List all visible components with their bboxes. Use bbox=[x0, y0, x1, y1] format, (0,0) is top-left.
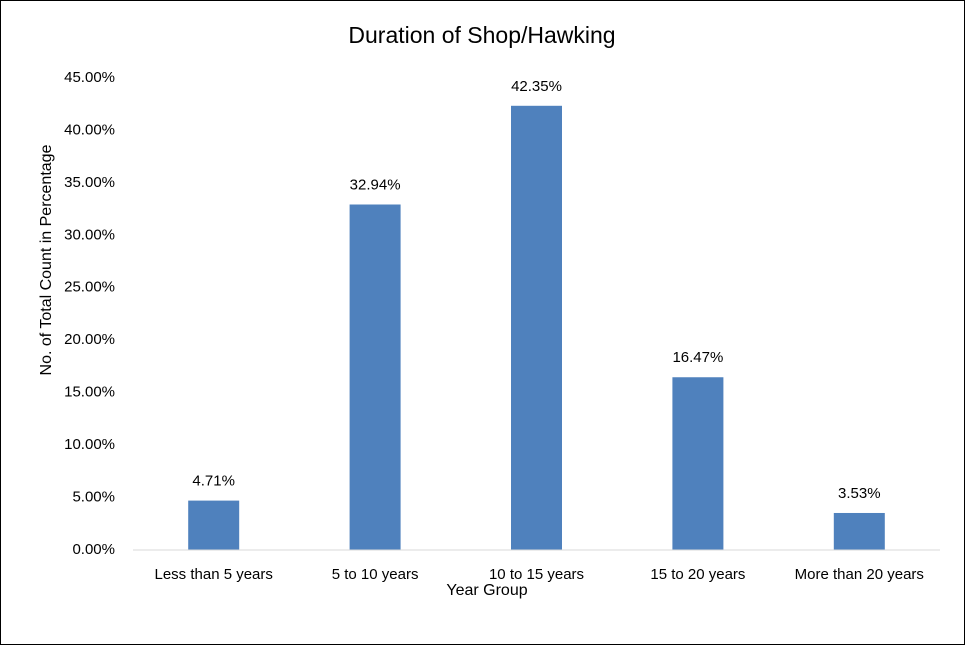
y-tick-label: 15.00% bbox=[64, 384, 115, 401]
bar bbox=[672, 377, 724, 550]
x-tick-label: 15 to 20 years bbox=[650, 566, 745, 583]
y-tick-label: 45.00% bbox=[64, 69, 115, 86]
data-label: 16.47% bbox=[672, 349, 723, 366]
bar bbox=[833, 512, 885, 550]
y-tick-label: 10.00% bbox=[64, 436, 115, 453]
bar bbox=[511, 105, 562, 550]
x-tick-label: Less than 5 years bbox=[154, 566, 272, 583]
x-tick-label: 5 to 10 years bbox=[332, 566, 419, 583]
y-tick-label: 0.00% bbox=[72, 541, 115, 558]
chart-title: Duration of Shop/Hawking bbox=[348, 22, 615, 48]
data-label: 4.71% bbox=[192, 473, 235, 490]
bar bbox=[188, 500, 240, 550]
y-tick-label: 40.00% bbox=[64, 121, 115, 138]
x-tick-label: More than 20 years bbox=[795, 566, 924, 583]
y-tick-label: 20.00% bbox=[64, 331, 115, 348]
data-label: 42.35% bbox=[511, 78, 562, 95]
data-label: 3.53% bbox=[838, 485, 881, 502]
y-tick-label: 5.00% bbox=[72, 489, 115, 506]
y-axis-title: No. of Total Count in Percentage bbox=[38, 144, 55, 375]
data-label: 32.94% bbox=[350, 176, 401, 193]
bar bbox=[349, 204, 401, 550]
x-axis-title: Year Group bbox=[446, 582, 527, 599]
y-tick-label: 30.00% bbox=[64, 226, 115, 243]
y-tick-label: 25.00% bbox=[64, 279, 115, 296]
x-tick-label: 10 to 15 years bbox=[489, 566, 584, 583]
y-tick-label: 35.00% bbox=[64, 174, 115, 191]
